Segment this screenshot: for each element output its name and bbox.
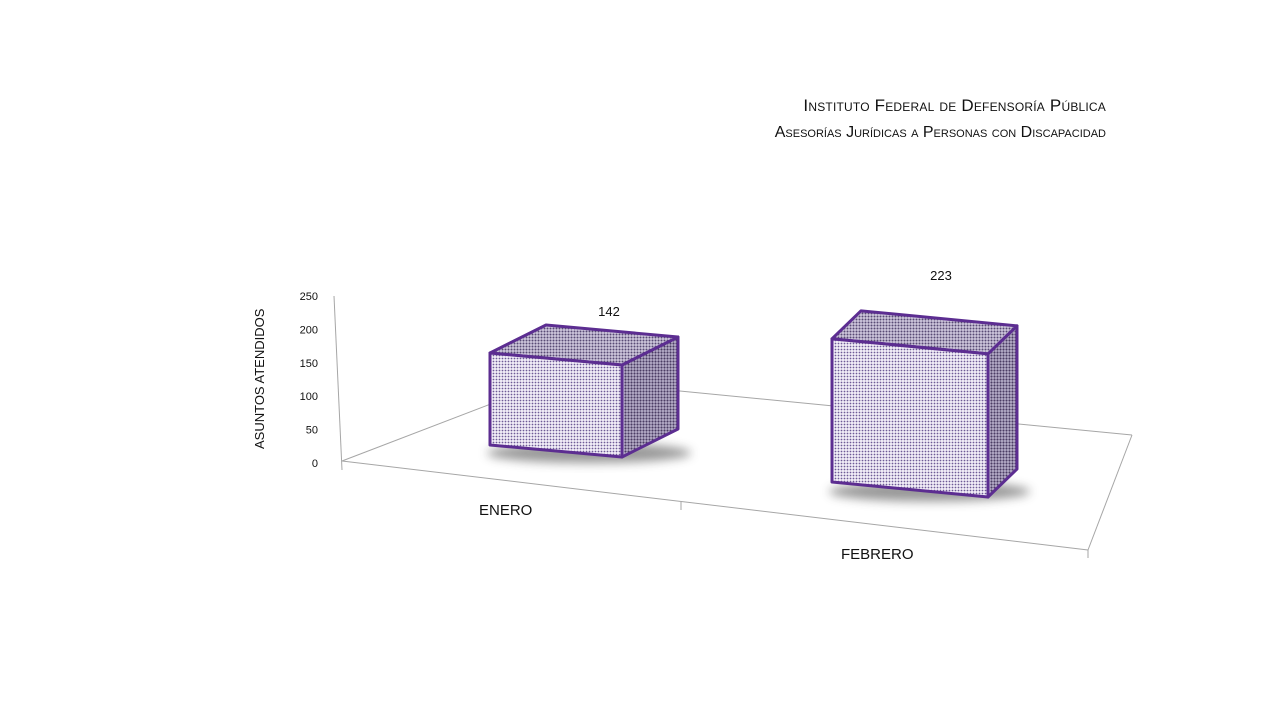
y-tick-label: 50 bbox=[306, 425, 318, 437]
y-tick-label: 250 bbox=[300, 291, 318, 303]
floor-front-edge bbox=[341, 460, 1089, 551]
bar-front-face bbox=[488, 351, 624, 459]
data-label: 142 bbox=[598, 304, 620, 319]
y-axis-ticks: 0 50 100 150 200 250 bbox=[300, 291, 318, 470]
data-labels: 142 223 bbox=[598, 268, 952, 319]
bar-enero bbox=[487, 323, 691, 463]
y-tick-label: 150 bbox=[300, 358, 318, 370]
chart-title-block: Instituto Federal de Defensoría Pública … bbox=[775, 92, 1106, 146]
bar-front-face bbox=[830, 337, 990, 499]
bars bbox=[487, 309, 1030, 502]
chart-subtitle: Asesorías Jurídicas a Personas con Disca… bbox=[774, 124, 1106, 141]
x-category-label: ENERO bbox=[479, 502, 532, 519]
chart-title: Instituto Federal de Defensoría Pública bbox=[803, 96, 1106, 115]
data-label: 223 bbox=[930, 268, 952, 283]
y-tick-label: 200 bbox=[300, 324, 318, 336]
y-axis-label: ASUNTOS ATENDIDOS bbox=[252, 308, 267, 449]
x-category-label: FEBRERO bbox=[841, 546, 914, 563]
y-tick-label: 0 bbox=[312, 458, 318, 470]
y-axis-line bbox=[333, 295, 343, 471]
bar-febrero bbox=[829, 309, 1030, 502]
floor-right-edge bbox=[1087, 434, 1133, 551]
y-tick-label: 100 bbox=[300, 391, 318, 403]
